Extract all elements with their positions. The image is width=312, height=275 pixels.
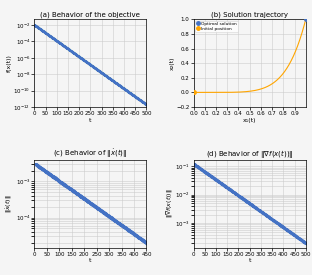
Title: (b) Solution trajectory: (b) Solution trajectory <box>211 12 288 18</box>
Legend: Optimal solution, Initial position: Optimal solution, Initial position <box>195 21 238 32</box>
Title: (c) Behavior of $\|\dot{x}(t)\|$: (c) Behavior of $\|\dot{x}(t)\|$ <box>53 147 128 160</box>
X-axis label: t: t <box>89 118 92 123</box>
Y-axis label: $\|\nabla f(x(t))\|$: $\|\nabla f(x(t))\|$ <box>163 189 174 218</box>
Title: (a) Behavior of the objective: (a) Behavior of the objective <box>41 12 140 18</box>
Y-axis label: x₂(t): x₂(t) <box>170 56 175 70</box>
Y-axis label: f(x(t)): f(x(t)) <box>7 54 12 72</box>
X-axis label: x₁(t): x₁(t) <box>243 118 256 123</box>
Y-axis label: $\|\dot{x}(t)\|$: $\|\dot{x}(t)\|$ <box>5 194 14 213</box>
X-axis label: t: t <box>89 258 92 263</box>
Title: (d) Behavior of $\|\nabla f(x(t))\|$: (d) Behavior of $\|\nabla f(x(t))\|$ <box>206 148 293 160</box>
X-axis label: t: t <box>248 258 251 263</box>
